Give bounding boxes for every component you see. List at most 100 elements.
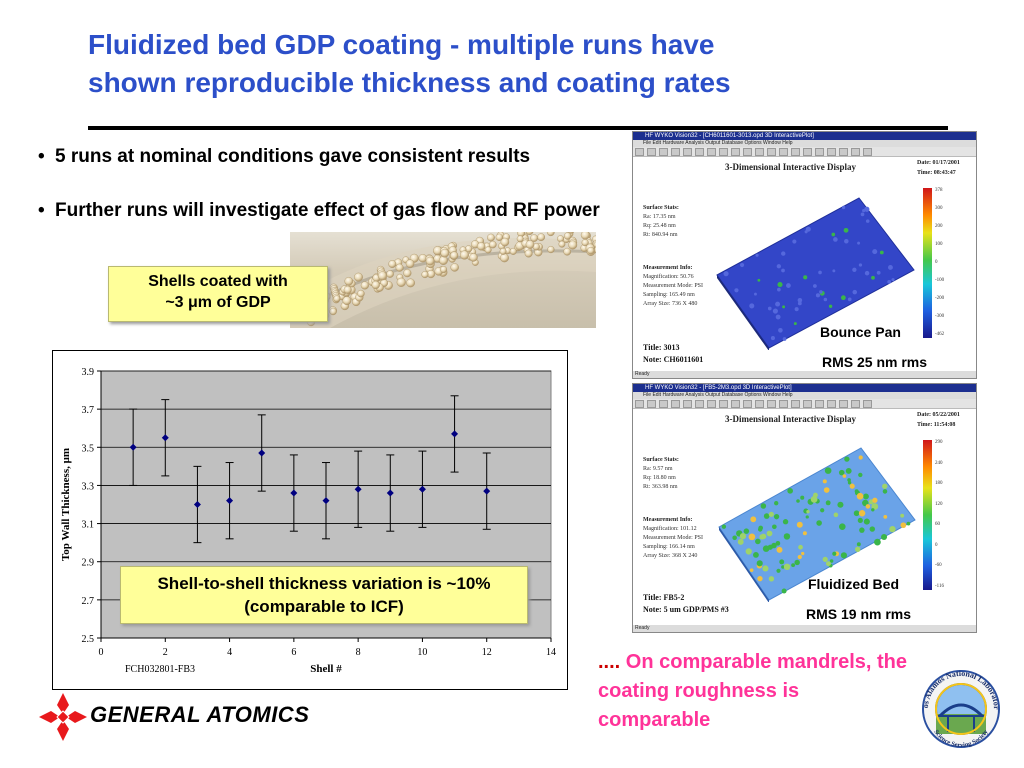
data-point (290, 489, 298, 497)
surface-feature (783, 563, 791, 571)
surface-feature (739, 533, 747, 540)
surface-feature (847, 297, 852, 302)
surface-feature (759, 534, 765, 540)
surface-feature (839, 523, 846, 530)
surface-feature (797, 554, 802, 560)
surface-feature (871, 508, 875, 512)
ga-diamond-icon (39, 693, 87, 741)
fluidized-bed-label: Fluidized Bed (808, 576, 899, 592)
surface-feature (857, 517, 863, 524)
shell-bead (405, 259, 415, 269)
surface-feature (840, 295, 846, 301)
surface-feature (859, 527, 865, 533)
data-point (451, 430, 459, 438)
surface-feature (858, 510, 866, 517)
window-titlebar: HF WYKO Vision32 - [CH6011601-3013.opd 3… (633, 132, 976, 140)
surface-feature (860, 212, 865, 217)
bullet-item-1: • 5 runs at nominal conditions gave cons… (38, 144, 603, 170)
date-text: Date: 01/17/2001 (917, 160, 960, 166)
lanl-seal-icon: Los Alamos National Laboratory Science S… (903, 645, 1001, 749)
surface-feature (760, 503, 767, 509)
shell-bead (357, 289, 365, 298)
surface-feature (889, 525, 896, 533)
surface-feature (856, 542, 861, 547)
surface-feature (874, 538, 881, 546)
data-point (418, 485, 426, 493)
surface-feature (824, 467, 832, 474)
surface-feature (906, 521, 911, 526)
shell-bead (343, 285, 352, 294)
surface-feature (755, 538, 761, 545)
surface-feature (865, 504, 871, 509)
coated-shells-photo (290, 232, 596, 328)
stat-ra: Ra: 9.57 nm (643, 466, 673, 472)
surface-feature (803, 275, 808, 280)
shells-photo-drawing (290, 232, 596, 328)
surface-feature (762, 565, 769, 572)
surface-feature (774, 501, 779, 506)
surface-feature (775, 540, 781, 546)
surface-feature (781, 251, 786, 256)
x-tick-label: 4 (227, 647, 232, 658)
shell-bead (489, 240, 497, 249)
surface-feature (768, 511, 774, 517)
surface-edge (717, 275, 769, 350)
x-tick-label: 12 (482, 647, 492, 658)
surface-feature (791, 563, 796, 568)
surface-feature (794, 307, 799, 312)
window-toolbar (633, 399, 976, 409)
color-scale-bar (923, 188, 932, 338)
surface-feature (845, 467, 852, 474)
variation-line-2: (comparable to ICF) (244, 597, 404, 616)
thickness-chart-svg: 2.5 2.7 2.9 3.1 3.3 3.5 3.7 3.9 0 2 4 6 8 10 12 14 Shell… (60, 367, 556, 675)
surface-feature (882, 489, 888, 494)
x-tick-label: 8 (356, 647, 361, 658)
surface-feature (825, 561, 831, 567)
surface-3d-plot (716, 197, 915, 350)
colorbar-tick-label: 0 (935, 260, 938, 265)
surface-feature (805, 515, 809, 519)
surface-feature (805, 226, 811, 232)
shell-bead (396, 277, 406, 287)
surface-feature (879, 250, 884, 255)
data-point (322, 497, 330, 505)
surface-feature (815, 293, 821, 298)
surface-feature (828, 304, 833, 308)
colorbar-tick-label: -462 (935, 332, 945, 337)
shell-bead (525, 232, 534, 236)
shell-bead (342, 296, 352, 306)
surface-feature (900, 522, 907, 529)
info-mode: Measurement Mode: PSI (643, 535, 703, 541)
shell-bead (487, 233, 495, 242)
surface-feature (816, 520, 822, 526)
callout-prefix: ~3 (165, 294, 188, 311)
surface-feature (818, 270, 822, 275)
stat-ra: Ra: 17.35 nm (643, 214, 676, 220)
bounce-pan-rms: RMS 25 nm rms (822, 354, 928, 370)
info-magnification: Magnification: 101.12 (643, 526, 697, 532)
shell-bead (500, 253, 509, 263)
y-tick-label: 3.9 (82, 367, 95, 378)
surface-feature (781, 588, 787, 594)
colorbar-tick-label: -300 (935, 314, 945, 319)
surface-feature (822, 556, 828, 562)
stats-label: Surface Stats: (643, 205, 679, 211)
y-tick-label: 2.5 (82, 634, 95, 645)
shell-bead (525, 240, 535, 249)
date-text: Date: 05/22/2001 (917, 412, 960, 418)
y-tick-label: 3.7 (82, 405, 95, 416)
plot-title: Title: FB5-2 (643, 593, 685, 602)
surface-feature (721, 524, 727, 529)
surface-feature (757, 575, 763, 582)
surface-feature (862, 209, 866, 213)
data-point (483, 487, 491, 495)
surface-feature (797, 297, 803, 303)
surface-feature (768, 576, 775, 582)
bullet-glyph: • (38, 200, 45, 221)
shell-bead (580, 232, 590, 240)
shell-bead (524, 249, 533, 258)
shell-bead (546, 232, 555, 237)
info-label: Measurement Info: (643, 265, 693, 271)
surface-feature (794, 559, 800, 566)
plot-note: Note: CH6011601 (643, 355, 704, 364)
